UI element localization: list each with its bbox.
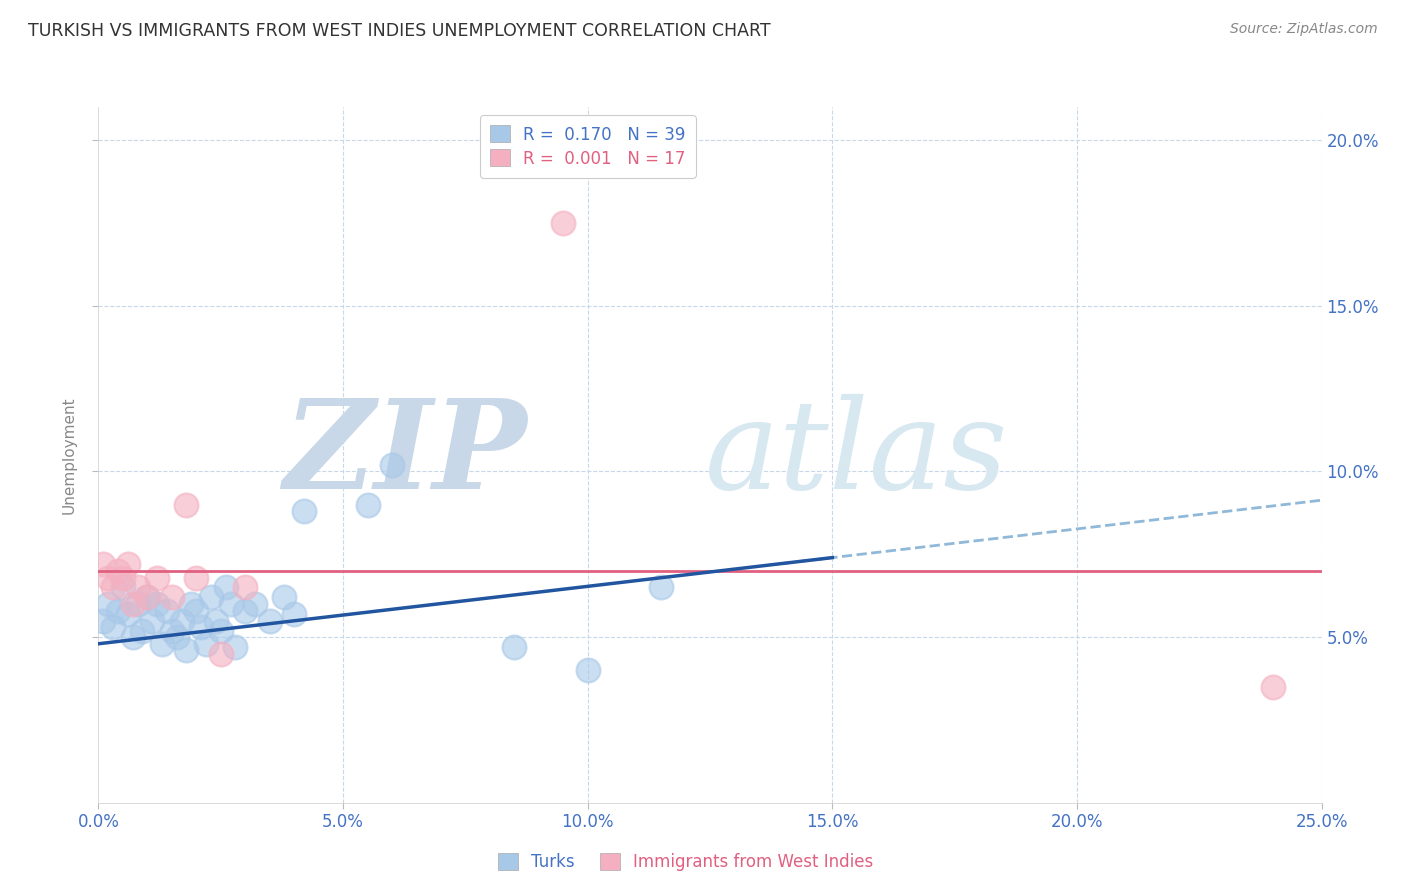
Point <box>205 614 228 628</box>
Point <box>259 614 281 628</box>
Point <box>292 504 315 518</box>
Point <box>107 604 129 618</box>
Point <box>214 581 236 595</box>
Point <box>576 663 599 677</box>
Point <box>180 597 202 611</box>
Point <box>111 570 134 584</box>
Point <box>356 498 378 512</box>
Point <box>160 591 183 605</box>
Text: ZIP: ZIP <box>283 394 526 516</box>
Point <box>150 637 173 651</box>
Point <box>156 604 179 618</box>
Legend: Turks, Immigrants from West Indies: Turks, Immigrants from West Indies <box>491 847 880 878</box>
Text: atlas: atlas <box>706 394 1008 516</box>
Text: Source: ZipAtlas.com: Source: ZipAtlas.com <box>1230 22 1378 37</box>
Point <box>553 216 575 230</box>
Point <box>91 614 114 628</box>
Point <box>224 640 246 654</box>
Point <box>127 581 149 595</box>
Point <box>283 607 305 621</box>
Point <box>200 591 222 605</box>
Point <box>170 614 193 628</box>
Point <box>107 564 129 578</box>
Point <box>233 581 256 595</box>
Point <box>176 643 198 657</box>
Point <box>209 647 232 661</box>
Text: TURKISH VS IMMIGRANTS FROM WEST INDIES UNEMPLOYMENT CORRELATION CHART: TURKISH VS IMMIGRANTS FROM WEST INDIES U… <box>28 22 770 40</box>
Point <box>136 591 159 605</box>
Point <box>381 458 404 472</box>
Point <box>190 620 212 634</box>
Point <box>650 581 672 595</box>
Point <box>1261 680 1284 694</box>
Point <box>91 558 114 572</box>
Point <box>101 620 124 634</box>
Point <box>127 597 149 611</box>
Point <box>233 604 256 618</box>
Point <box>121 630 143 644</box>
Point <box>117 558 139 572</box>
Point <box>209 624 232 638</box>
Point <box>131 624 153 638</box>
Point <box>121 597 143 611</box>
Point <box>111 581 134 595</box>
Point <box>166 630 188 644</box>
Point <box>273 591 295 605</box>
Point <box>503 640 526 654</box>
Point <box>186 570 208 584</box>
Point <box>117 607 139 621</box>
Point <box>146 570 169 584</box>
Point <box>186 604 208 618</box>
Point <box>219 597 242 611</box>
Point <box>97 570 120 584</box>
Point <box>97 597 120 611</box>
Point <box>136 591 159 605</box>
Point <box>195 637 218 651</box>
Point <box>141 614 163 628</box>
Point <box>176 498 198 512</box>
Point <box>160 624 183 638</box>
Point <box>243 597 266 611</box>
Point <box>146 597 169 611</box>
Y-axis label: Unemployment: Unemployment <box>62 396 77 514</box>
Point <box>101 581 124 595</box>
